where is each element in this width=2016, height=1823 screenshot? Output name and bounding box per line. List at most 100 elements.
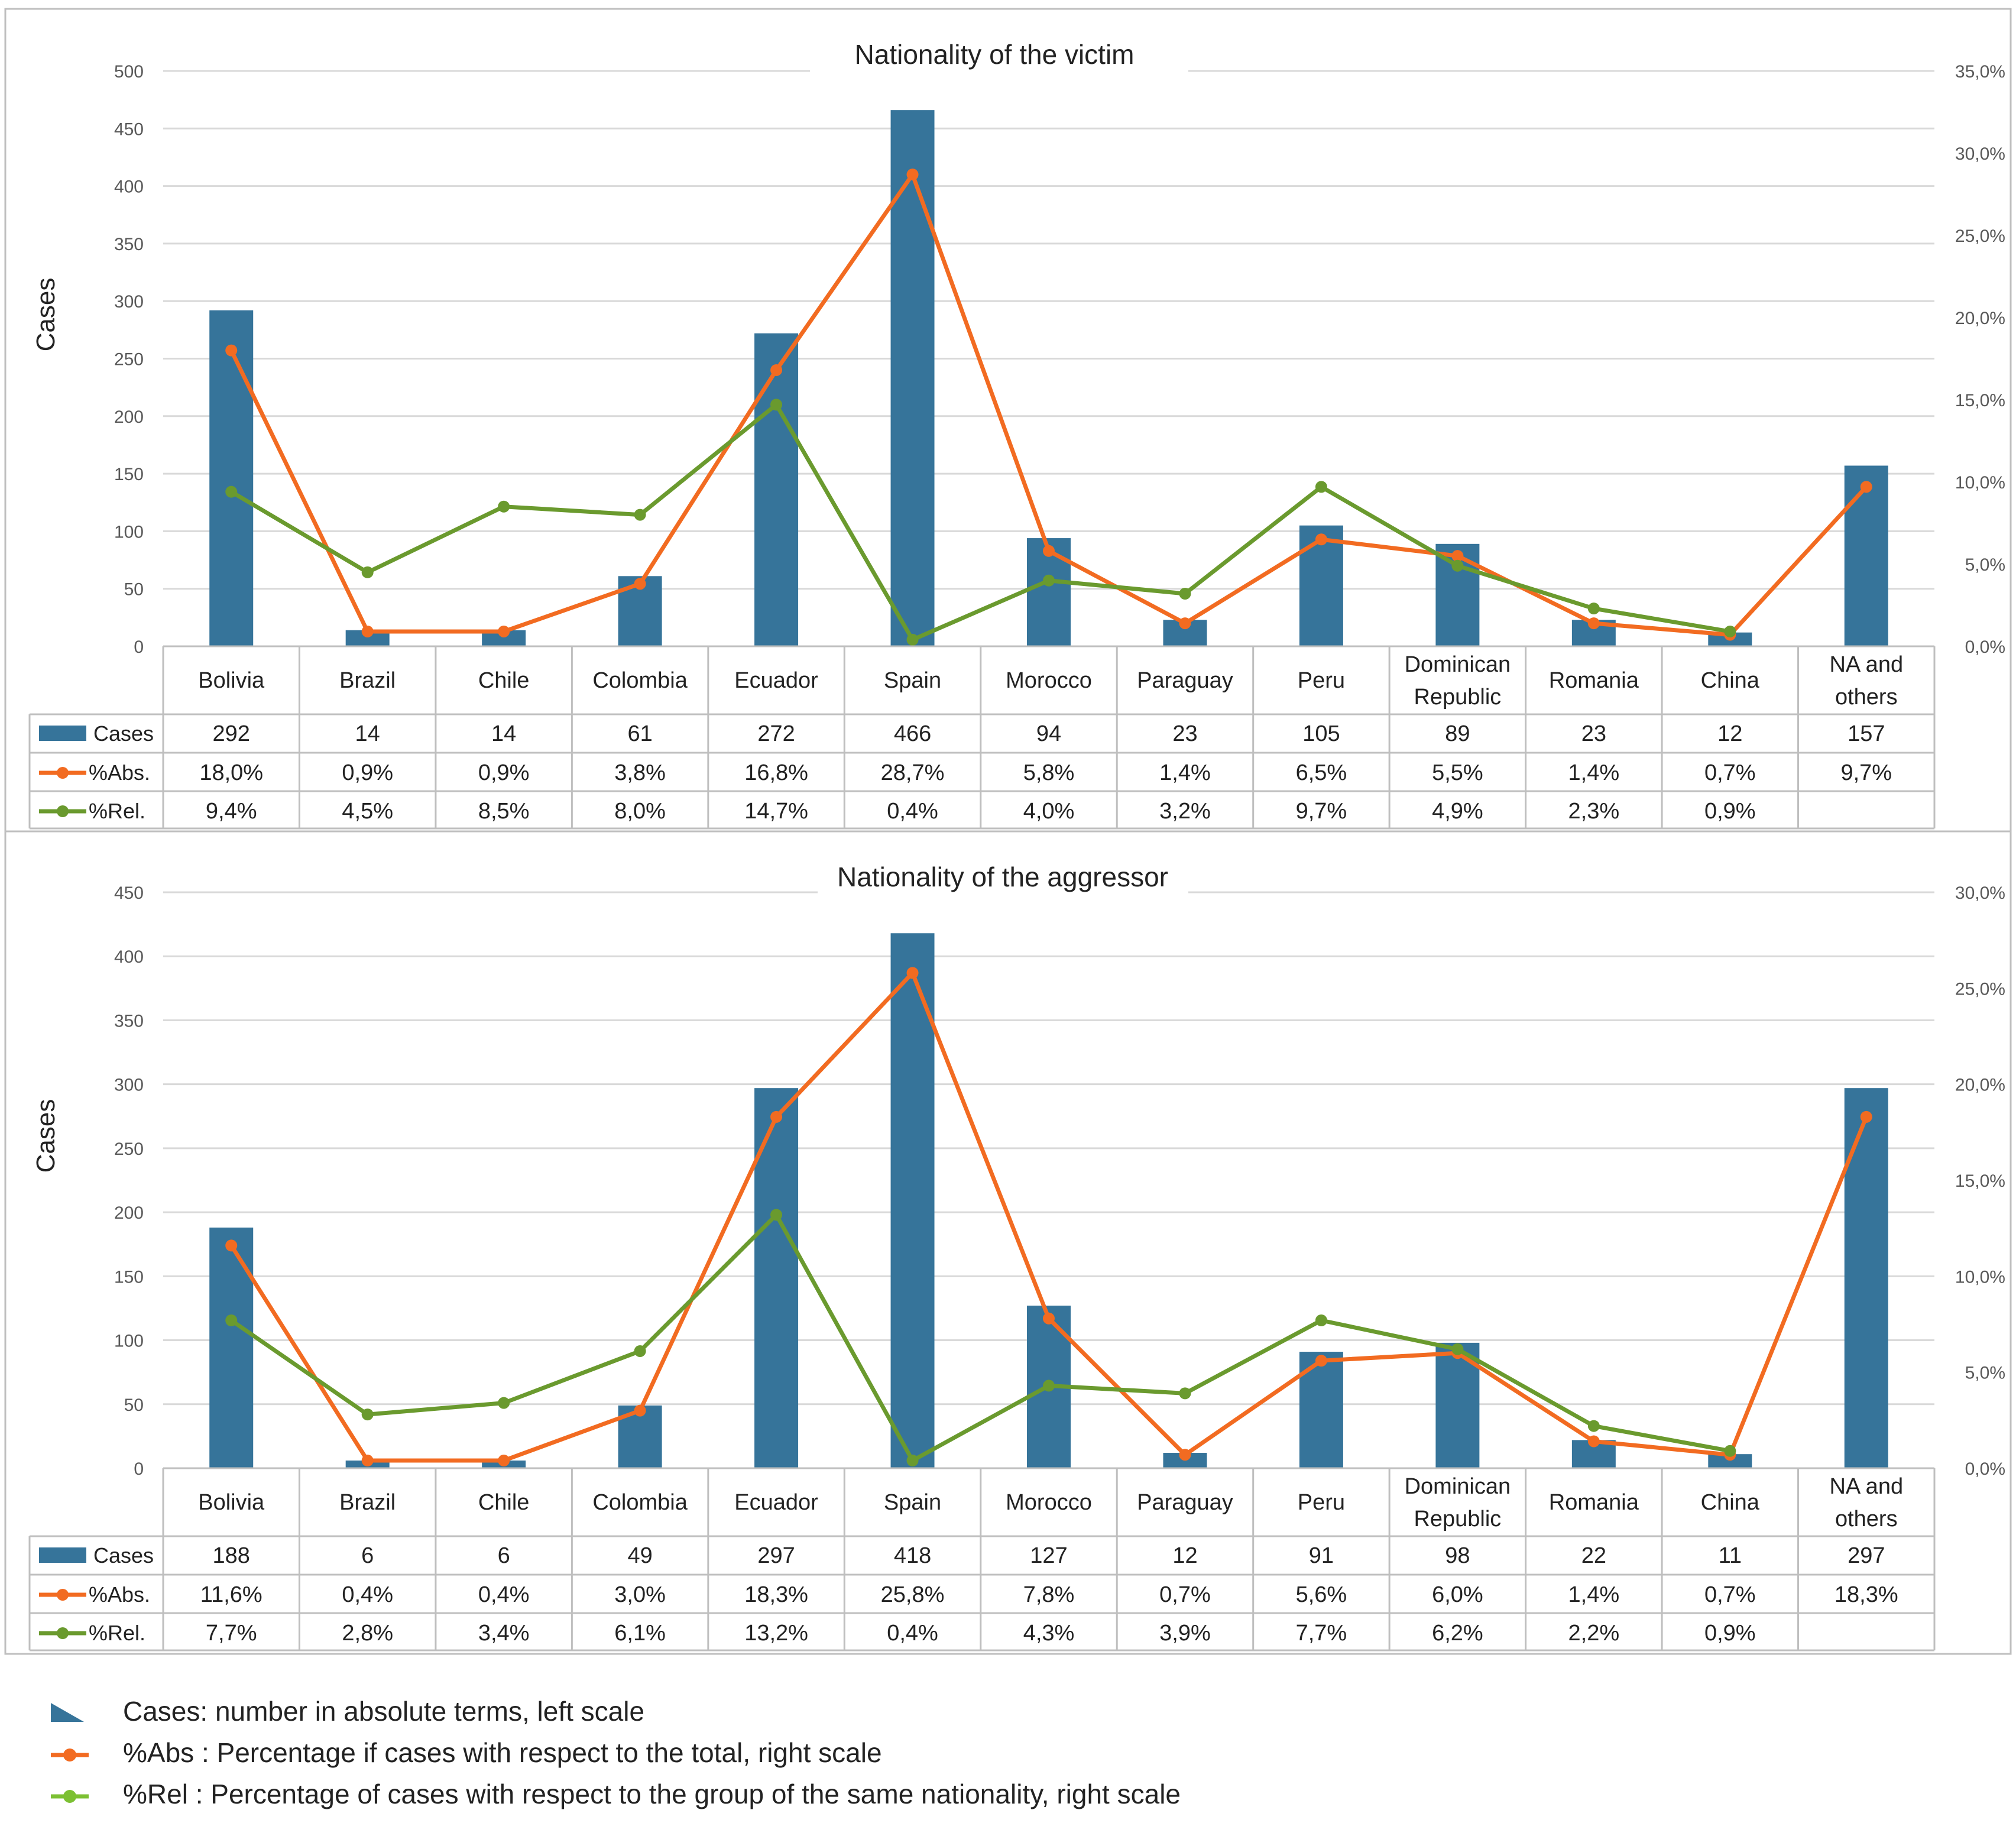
victim-right-tick-label: 0,0% bbox=[1965, 637, 2005, 657]
victim-right-tick-label: 25,0% bbox=[1955, 226, 2005, 246]
aggressor-abs-key-dot bbox=[57, 1589, 69, 1601]
victim-left-tick-label: 400 bbox=[114, 177, 144, 197]
aggressor-category-label: Colombia bbox=[592, 1490, 688, 1515]
victim-rel-point bbox=[498, 500, 510, 513]
victim-cases-value: 272 bbox=[757, 721, 795, 746]
aggressor-category-label: Ecuador bbox=[734, 1490, 818, 1515]
victim-left-tick-label: 500 bbox=[114, 62, 144, 82]
victim-right-tick-label: 35,0% bbox=[1955, 62, 2005, 82]
aggressor-rel-point bbox=[1587, 1420, 1600, 1432]
victim-row-header-rel: %Rel. bbox=[89, 799, 145, 823]
aggressor-abs-value: 7,8% bbox=[1023, 1582, 1075, 1607]
victim-bar-9 bbox=[1299, 525, 1343, 646]
aggressor-cases-value: 49 bbox=[627, 1543, 652, 1568]
victim-cases-value: 14 bbox=[355, 721, 380, 746]
aggressor-category-label: Chile bbox=[478, 1490, 530, 1515]
aggressor-cases-key-swatch bbox=[39, 1547, 86, 1563]
victim-rel-point bbox=[634, 509, 646, 521]
victim-right-tick-label: 5,0% bbox=[1965, 555, 2005, 575]
aggressor-category-label: Spain bbox=[884, 1490, 941, 1515]
victim-rel-value: 4,9% bbox=[1432, 799, 1483, 824]
victim-rel-point bbox=[770, 399, 783, 411]
aggressor-abs-point bbox=[634, 1404, 646, 1417]
victim-left-tick-label: 300 bbox=[114, 292, 144, 312]
aggressor-rel-value: 3,9% bbox=[1159, 1621, 1211, 1646]
legend-text-bar: Cases: number in absolute terms, left sc… bbox=[123, 1696, 644, 1727]
victim-rel-point bbox=[361, 566, 374, 578]
victim-category-label: Spain bbox=[884, 668, 941, 693]
aggressor-y-axis-label: Cases bbox=[31, 1099, 60, 1173]
victim-cases-value: 105 bbox=[1302, 721, 1340, 746]
victim-abs-point bbox=[906, 169, 919, 181]
aggressor-rel-point bbox=[906, 1455, 919, 1467]
aggressor-left-tick-label: 450 bbox=[114, 883, 144, 903]
aggressor-left-tick-label: 150 bbox=[114, 1267, 144, 1287]
victim-abs-point bbox=[770, 364, 783, 376]
aggressor-category-label: Brazil bbox=[339, 1490, 396, 1515]
aggressor-cases-value: 6 bbox=[498, 1543, 510, 1568]
aggressor-rel-point bbox=[225, 1314, 238, 1327]
aggressor-rel-value: 4,3% bbox=[1023, 1621, 1075, 1646]
victim-abs-point bbox=[1451, 550, 1464, 562]
victim-category-label: Paraguay bbox=[1137, 668, 1233, 693]
victim-category-label: NA and bbox=[1829, 652, 1903, 677]
victim-rel-point bbox=[906, 633, 919, 646]
aggressor-abs-value: 11,6% bbox=[200, 1582, 262, 1607]
victim-abs-value: 16,8% bbox=[744, 760, 808, 785]
victim-abs-point bbox=[1315, 533, 1327, 546]
aggressor-cases-value: 297 bbox=[757, 1543, 795, 1568]
victim-left-tick-label: 150 bbox=[114, 465, 144, 484]
aggressor-rel-point bbox=[1451, 1343, 1464, 1355]
aggressor-rel-value: 13,2% bbox=[744, 1621, 808, 1646]
victim-cases-key-swatch bbox=[39, 726, 86, 741]
victim-row-header-abs: %Abs. bbox=[89, 760, 150, 785]
victim-category-label: Chile bbox=[478, 668, 530, 693]
victim-category-label: Romania bbox=[1549, 668, 1639, 693]
aggressor-abs-point bbox=[1315, 1355, 1327, 1367]
aggressor-right-tick-label: 15,0% bbox=[1955, 1171, 2005, 1191]
victim-abs-value: 0,9% bbox=[478, 760, 530, 785]
aggressor-chart-title: Nationality of the aggressor bbox=[837, 862, 1168, 892]
aggressor-abs-value: 5,6% bbox=[1296, 1582, 1347, 1607]
victim-abs-point bbox=[1860, 481, 1872, 493]
aggressor-left-tick-label: 250 bbox=[114, 1139, 144, 1159]
aggressor-abs-value: 0,7% bbox=[1159, 1582, 1211, 1607]
aggressor-right-tick-label: 10,0% bbox=[1955, 1267, 2005, 1287]
aggressor-abs-point bbox=[225, 1239, 238, 1252]
aggressor-rel-value: 2,2% bbox=[1568, 1621, 1620, 1646]
aggressor-rel-value: 7,7% bbox=[1296, 1621, 1347, 1646]
aggressor-left-tick-label: 100 bbox=[114, 1332, 144, 1351]
aggressor-right-tick-label: 5,0% bbox=[1965, 1364, 2005, 1383]
victim-cases-value: 23 bbox=[1172, 721, 1197, 746]
aggressor-abs-value: 18,3% bbox=[1835, 1582, 1898, 1607]
victim-category-label: Morocco bbox=[1006, 668, 1092, 693]
aggressor-cases-value: 12 bbox=[1172, 1543, 1197, 1568]
victim-rel-value: 14,7% bbox=[744, 799, 808, 824]
victim-abs-point bbox=[498, 625, 510, 637]
victim-category-label: Dominican bbox=[1405, 652, 1511, 677]
aggressor-category-label: Dominican bbox=[1405, 1474, 1511, 1499]
victim-left-tick-label: 200 bbox=[114, 407, 144, 427]
victim-abs-point bbox=[361, 625, 374, 637]
aggressor-left-tick-label: 50 bbox=[124, 1395, 144, 1415]
victim-bar-5 bbox=[754, 333, 799, 646]
victim-rel-value: 3,2% bbox=[1159, 799, 1211, 824]
aggressor-row-header-abs: %Abs. bbox=[89, 1582, 150, 1607]
aggressor-abs-point bbox=[1043, 1312, 1055, 1325]
victim-left-tick-label: 0 bbox=[134, 637, 144, 657]
aggressor-bar-13 bbox=[1844, 1088, 1888, 1468]
victim-rel-value: 0,9% bbox=[1704, 799, 1756, 824]
aggressor-rel-value: 2,8% bbox=[342, 1621, 393, 1646]
victim-cases-value: 23 bbox=[1581, 721, 1606, 746]
victim-category-label: Brazil bbox=[339, 668, 396, 693]
victim-cases-value: 61 bbox=[627, 721, 652, 746]
victim-abs-value: 1,4% bbox=[1568, 760, 1620, 785]
aggressor-bar-1 bbox=[209, 1228, 254, 1468]
victim-rel-value: 0,4% bbox=[887, 799, 938, 824]
victim-category-label: Peru bbox=[1298, 668, 1345, 693]
aggressor-cases-value: 297 bbox=[1848, 1543, 1885, 1568]
aggressor-category-label: Republic bbox=[1414, 1507, 1501, 1531]
victim-abs-value: 6,5% bbox=[1296, 760, 1347, 785]
aggressor-rel-point bbox=[361, 1408, 374, 1421]
